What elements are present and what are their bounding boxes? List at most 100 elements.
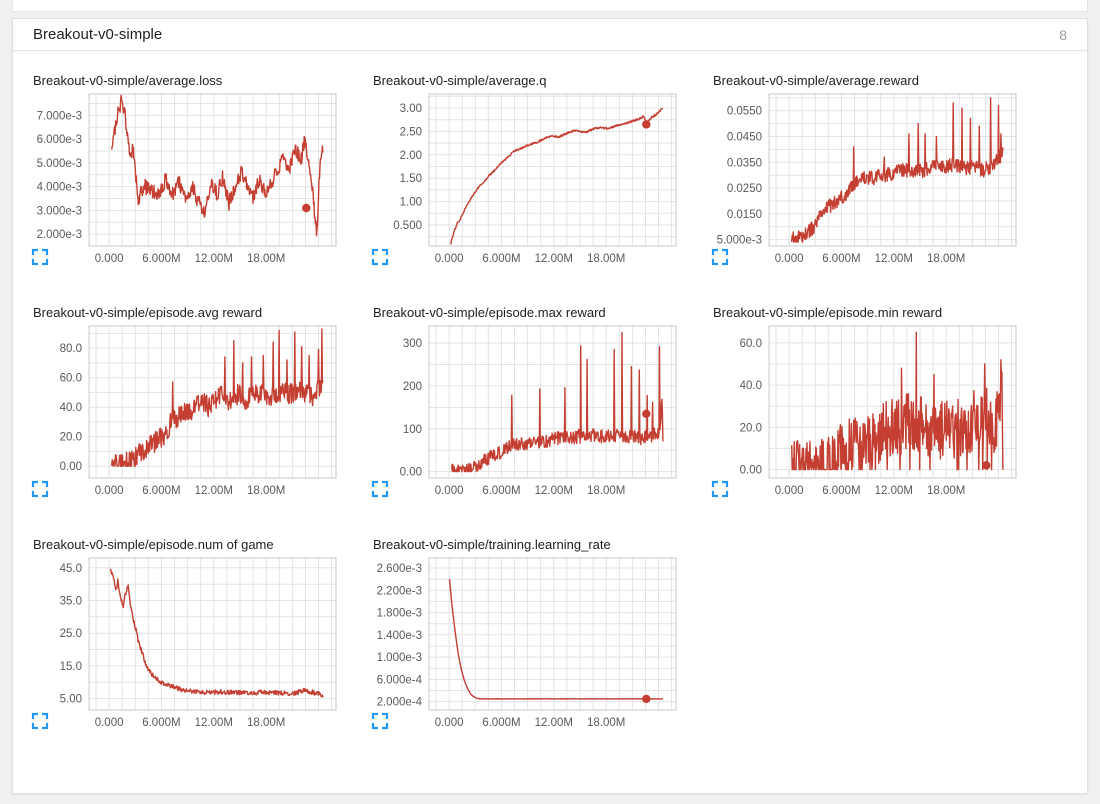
svg-text:12.00M: 12.00M — [535, 253, 573, 265]
axis-tick-labels: 2.000e-3 3.000e-3 4.000e-3 5.000e-3 6.000e-3… — [37, 110, 286, 265]
chart-plot[interactable]: 5.00 15.0 25.0 35.0 45.0 0.000 6.000M 12.00M 18.… — [21, 553, 353, 739]
svg-text:18.00M: 18.00M — [587, 717, 625, 729]
svg-text:6.000M: 6.000M — [142, 253, 180, 265]
svg-text:2.000e-3: 2.000e-3 — [37, 229, 82, 241]
svg-text:12.00M: 12.00M — [875, 253, 913, 265]
axis-tick-labels: 0.500 1.00 1.50 2.00 2.50 3.00 0.000 6.000M 12.0… — [393, 103, 625, 265]
svg-text:6.000M: 6.000M — [822, 253, 860, 265]
svg-text:0.000: 0.000 — [95, 485, 124, 497]
svg-text:1.800e-3: 1.800e-3 — [377, 608, 422, 620]
svg-text:300: 300 — [403, 338, 422, 350]
axis-tick-labels: 2.000e-4 6.000e-4 1.000e-3 1.400e-3 1.800e-3… — [377, 563, 626, 729]
last-point-marker — [642, 409, 651, 418]
svg-text:12.00M: 12.00M — [535, 485, 573, 497]
grid — [769, 94, 1016, 246]
chart-title: Breakout-v0-simple/training.learning_rat… — [373, 537, 611, 552]
expand-icon[interactable] — [31, 712, 49, 730]
chart-card: Breakout-v0-simple/episode.min reward 0.… — [701, 305, 1035, 507]
chart-card: Breakout-v0-simple/training.learning_rat… — [361, 537, 695, 739]
svg-text:2.200e-3: 2.200e-3 — [377, 585, 422, 597]
svg-text:0.000: 0.000 — [775, 485, 804, 497]
svg-text:0.000: 0.000 — [95, 253, 124, 265]
svg-text:2.00: 2.00 — [400, 150, 422, 162]
svg-text:2.600e-3: 2.600e-3 — [377, 563, 422, 575]
grid — [89, 558, 336, 710]
expand-icon[interactable] — [711, 248, 729, 266]
chart-card: Breakout-v0-simple/episode.max reward 0.… — [361, 305, 695, 507]
expand-icon[interactable] — [31, 480, 49, 498]
svg-text:12.00M: 12.00M — [535, 717, 573, 729]
svg-text:15.0: 15.0 — [60, 661, 82, 673]
expand-icon[interactable] — [31, 248, 49, 266]
svg-text:5.00: 5.00 — [60, 694, 82, 706]
series-line — [791, 97, 1004, 243]
svg-text:0.0450: 0.0450 — [727, 132, 762, 144]
chart-plot[interactable]: 2.000e-3 3.000e-3 4.000e-3 5.000e-3 6.000e-3… — [21, 89, 353, 275]
svg-text:6.000M: 6.000M — [142, 717, 180, 729]
chart-title: Breakout-v0-simple/episode.num of game — [33, 537, 274, 552]
last-point-marker — [642, 694, 651, 704]
chart-card: Breakout-v0-simple/episode.avg reward 0.… — [21, 305, 355, 507]
axis-tick-labels: 5.000e-3 0.0150 0.0250 0.0350 0.0450 0.0550 0.… — [717, 106, 966, 265]
svg-text:0.0150: 0.0150 — [727, 209, 762, 221]
previous-panel-edge — [12, 0, 1088, 12]
svg-text:0.000: 0.000 — [95, 717, 124, 729]
svg-text:7.000e-3: 7.000e-3 — [37, 110, 82, 122]
panel-title: Breakout-v0-simple — [33, 26, 163, 43]
chart-plot[interactable]: 0.00 100 200 300 0.000 6.000M 12.00M 18.00M — [361, 321, 693, 507]
chart-card: Breakout-v0-simple/average.loss 2.000e-3… — [21, 73, 355, 275]
svg-text:0.000: 0.000 — [775, 253, 804, 265]
grid — [89, 326, 336, 478]
expand-icon[interactable] — [371, 248, 389, 266]
svg-text:18.00M: 18.00M — [247, 485, 285, 497]
svg-text:18.00M: 18.00M — [927, 253, 965, 265]
svg-text:18.00M: 18.00M — [587, 253, 625, 265]
svg-text:6.000M: 6.000M — [482, 253, 520, 265]
svg-text:60.0: 60.0 — [60, 373, 82, 385]
chart-title: Breakout-v0-simple/episode.avg reward — [33, 305, 263, 320]
svg-text:80.0: 80.0 — [60, 343, 82, 355]
svg-text:40.0: 40.0 — [60, 402, 82, 414]
last-point-marker — [642, 120, 651, 129]
expand-icon[interactable] — [371, 712, 389, 730]
series-line — [791, 331, 1004, 471]
last-point-marker — [302, 203, 311, 213]
svg-text:20.0: 20.0 — [740, 422, 762, 434]
expand-icon[interactable] — [371, 480, 389, 498]
axis-tick-labels: 5.00 15.0 25.0 35.0 45.0 0.000 6.000M 12.00M 18.… — [60, 563, 286, 729]
axis-tick-labels: 0.00 100 200 300 0.000 6.000M 12.00M 18.00M — [400, 338, 626, 497]
svg-text:1.00: 1.00 — [400, 197, 422, 209]
svg-text:18.00M: 18.00M — [587, 485, 625, 497]
svg-text:200: 200 — [403, 381, 422, 393]
svg-text:20.0: 20.0 — [60, 432, 82, 444]
svg-text:45.0: 45.0 — [60, 563, 82, 575]
series-line — [448, 579, 664, 700]
svg-text:6.000M: 6.000M — [822, 485, 860, 497]
panel-header[interactable]: Breakout-v0-simple 8 — [13, 19, 1087, 51]
svg-text:12.00M: 12.00M — [195, 485, 233, 497]
grid — [429, 558, 676, 710]
svg-text:5.000e-3: 5.000e-3 — [37, 158, 82, 170]
svg-text:2.000e-4: 2.000e-4 — [377, 697, 423, 709]
charts-grid: Breakout-v0-simple/average.loss 2.000e-3… — [13, 51, 1087, 749]
svg-text:60.0: 60.0 — [740, 338, 762, 350]
chart-title: Breakout-v0-simple/average.reward — [713, 73, 919, 88]
svg-text:3.000e-3: 3.000e-3 — [37, 205, 82, 217]
chart-plot[interactable]: 0.00 20.0 40.0 60.0 80.0 0.000 6.000M 12.00M 18.… — [21, 321, 353, 507]
series-line — [451, 331, 664, 473]
axis-tick-labels: 0.00 20.0 40.0 60.0 80.0 0.000 6.000M 12.00M 18.… — [60, 343, 286, 497]
chart-title: Breakout-v0-simple/episode.min reward — [713, 305, 943, 320]
svg-text:0.0250: 0.0250 — [727, 183, 762, 195]
grid — [429, 94, 676, 246]
expand-icon[interactable] — [711, 480, 729, 498]
chart-plot[interactable]: 0.00 20.0 40.0 60.0 0.000 6.000M 12.00M 18.00M — [701, 321, 1033, 507]
svg-text:0.500: 0.500 — [393, 220, 422, 232]
svg-text:6.000e-4: 6.000e-4 — [377, 674, 423, 686]
svg-text:5.000e-3: 5.000e-3 — [717, 235, 762, 247]
chart-plot[interactable]: 5.000e-3 0.0150 0.0250 0.0350 0.0450 0.0550 0.… — [701, 89, 1033, 275]
svg-text:0.00: 0.00 — [400, 467, 422, 479]
chart-plot[interactable]: 2.000e-4 6.000e-4 1.000e-3 1.400e-3 1.800e-3… — [361, 553, 693, 739]
svg-text:100: 100 — [403, 424, 422, 436]
chart-plot[interactable]: 0.500 1.00 1.50 2.00 2.50 3.00 0.000 6.000M 12.0… — [361, 89, 693, 275]
svg-text:0.000: 0.000 — [435, 253, 464, 265]
